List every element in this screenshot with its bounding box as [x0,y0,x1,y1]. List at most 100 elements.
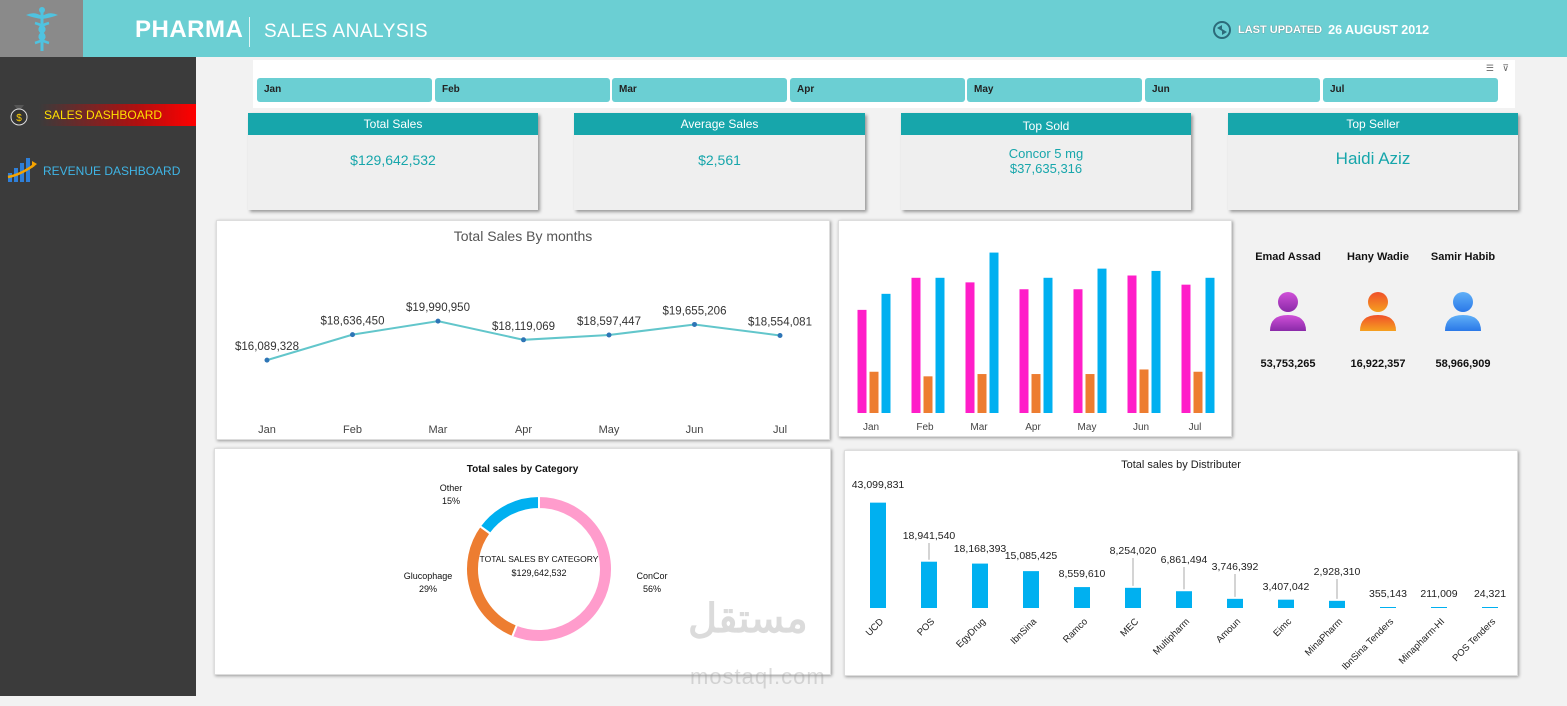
kpi-value-amount: $37,635,316 [1009,161,1083,176]
seller-value: 16,922,357 [1350,358,1406,370]
bar [1125,587,1141,608]
page-subtitle: SALES ANALYSIS [264,21,429,42]
x-tick-label: MEC [1118,616,1141,639]
bar-growth-icon [7,158,37,182]
category-donut-panel: Total sales by Category ConCor 56% Glucoph… [214,448,831,675]
user-avatar-icon [1360,292,1396,331]
seller-card-emad-assad: Emad Assad 53,753,265 [1243,251,1333,370]
bar [911,277,921,413]
line-point [606,332,612,338]
kpi-value: Concor 5 mg [1008,146,1084,161]
x-tick-label: Jul [1189,422,1202,433]
slicer-month-apr[interactable]: Apr [790,78,965,102]
kpi-value: Haidi Aziz [1335,149,1411,168]
x-tick-label: Apr [1025,422,1041,433]
data-label: 18,168,393 [954,543,1007,555]
x-tick-label: Jun [686,424,704,436]
donut-center-title: TOTAL SALES BY CATEGORY [480,554,599,564]
x-tick-label: EgyDrug [954,616,988,650]
sidebar-item-sales-dashboard[interactable]: $ SALES DASHBOARD [0,104,196,126]
x-tick-label: Apr [515,424,532,436]
data-label: 15,085,425 [1005,550,1058,562]
slice-percent: 29% [419,584,437,594]
data-label: 43,099,831 [852,479,905,491]
line-point [435,318,441,324]
x-tick-label: MinaPharm [1303,616,1345,658]
x-tick-label: Feb [343,424,362,436]
kpi-top-sold: Top Sold Concor 5 mg $37,635,316 [901,113,1191,210]
slice-percent: 15% [442,496,460,506]
category-donut-chart: ConCor 56% Glucophage 29% Other 15% TOTAL SALE… [404,483,668,643]
bar [1431,607,1447,608]
last-updated: LAST UPDATED 26 AUGUST 2012 [1212,20,1429,40]
svg-text:$: $ [16,113,22,124]
kpi-total-sales: Total Sales $129,642,532 [248,113,538,210]
multi-select-icon[interactable]: ☰ [1485,63,1494,73]
brand-title: PHARMA [135,16,244,43]
x-tick-label: POS Tenders [1451,616,1499,664]
watermark-url: mostaql.com [690,664,826,689]
chart-title: Total sales by Distributer [1121,459,1241,471]
bar [1205,277,1215,413]
kpi-title: Total Sales [248,113,538,135]
bar [923,376,933,413]
monthly-bar-chart: Jan Feb Mar Apr May Jun Jul [857,252,1215,433]
bar [881,293,891,413]
seller-name: Hany Wadie [1347,251,1409,263]
line-point [692,321,697,327]
bar [1151,270,1161,413]
seller-card-hany-wadie: Hany Wadie 16,922,357 [1333,251,1423,370]
money-bag-icon: $ [10,105,28,126]
slicer-month-may[interactable]: May [967,78,1142,102]
bar [1043,277,1053,413]
kpi-title: Top Sold [901,113,1191,135]
sidebar-item-label: SALES DASHBOARD [44,108,163,122]
x-tick-label: IbnSina Tenders [1340,616,1396,672]
data-label: $18,636,450 [321,316,385,328]
data-label: 8,559,610 [1059,568,1106,580]
sidebar-item-label: REVENUE DASHBOARD [43,164,181,178]
slice-label: Other [440,483,463,493]
header-bar: PHARMA SALES ANALYSIS LAST UPDATED 26 AU… [0,0,1567,57]
data-label: 18,941,540 [903,530,956,542]
line-chart-panel: Total Sales By months $16,089,328 Jan $18,… [216,220,830,440]
x-tick-label: May [599,424,620,436]
clear-filter-icon[interactable]: ⊽ [1502,63,1509,73]
data-label: $18,597,447 [577,316,641,328]
bar [1023,571,1039,608]
slicer-month-jan[interactable]: Jan [257,78,432,102]
bar [1380,607,1396,608]
line-point [264,357,270,363]
bar [1097,268,1107,413]
slice-label: ConCor [636,571,667,581]
data-label: 3,746,392 [1212,561,1259,573]
last-updated-label: LAST UPDATED [1238,24,1323,36]
x-tick-label: POS [915,616,937,638]
data-label: 24,321 [1474,588,1506,600]
slice-label: Glucophage [404,571,453,581]
logo [0,0,83,57]
refresh-icon[interactable] [1212,20,1232,40]
x-tick-label: Mar [970,422,988,433]
donut-center-value: $129,642,532 [511,568,566,578]
x-tick-label: Jan [258,424,276,436]
data-label: 355,143 [1369,588,1407,600]
data-label: $19,990,950 [406,302,470,314]
slicer-month-feb[interactable]: Feb [435,78,610,102]
bar [1139,369,1149,413]
x-tick-label: Ramco [1061,616,1090,645]
data-label: 6,861,494 [1161,554,1208,566]
bar [1073,289,1083,413]
data-label: 2,928,310 [1314,566,1361,578]
sidebar-item-revenue-dashboard[interactable]: REVENUE DASHBOARD [0,158,196,183]
seller-value: 53,753,265 [1260,358,1316,370]
line-point [777,332,783,338]
x-tick-label: Minapharm-HI [1397,616,1447,666]
seller-name: Emad Assad [1255,251,1321,263]
slicer-month-jun[interactable]: Jun [1145,78,1320,102]
slicer-month-jul[interactable]: Jul [1323,78,1498,102]
x-tick-label: Eimc [1271,616,1294,639]
data-label: 8,254,020 [1110,545,1157,557]
seller-card-samir-habib: Samir Habib 58,966,909 [1418,251,1508,370]
slicer-month-mar[interactable]: Mar [612,78,787,102]
